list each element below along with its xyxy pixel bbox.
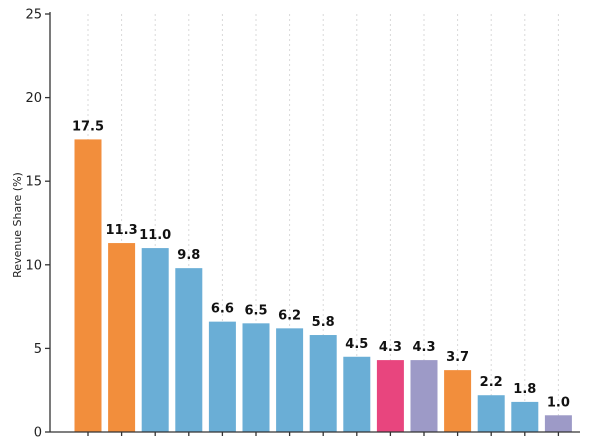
y-tick-label: 15 xyxy=(25,175,42,190)
bar xyxy=(242,323,270,432)
bar xyxy=(477,395,505,432)
bar xyxy=(511,401,539,432)
bar xyxy=(74,139,102,432)
bar-value-label: 4.5 xyxy=(345,337,368,352)
y-tick-label: 5 xyxy=(34,342,42,357)
bar-value-label: 1.0 xyxy=(547,395,570,410)
bar-value-label: 3.7 xyxy=(446,350,469,365)
bar-value-label: 6.2 xyxy=(278,308,301,323)
bar xyxy=(544,415,572,432)
bar xyxy=(175,268,203,432)
bar xyxy=(108,243,136,432)
bar-value-label: 17.5 xyxy=(72,119,104,134)
bar-value-label: 9.8 xyxy=(177,248,200,263)
bar-value-label: 5.8 xyxy=(312,315,335,330)
y-tick-label: 25 xyxy=(25,8,42,23)
bar-value-label: 11.0 xyxy=(139,228,171,243)
bar-value-label: 6.6 xyxy=(211,302,234,317)
bar xyxy=(309,335,337,432)
bar-value-label: 4.3 xyxy=(412,340,435,355)
bar xyxy=(141,248,169,432)
bar-value-label: 6.5 xyxy=(244,303,267,318)
bar-value-label: 11.3 xyxy=(106,223,138,238)
bar xyxy=(410,360,438,432)
y-axis-title: Revenue Share (%) xyxy=(11,172,24,278)
y-tick-label: 10 xyxy=(25,258,42,273)
bar xyxy=(343,356,371,432)
bar-value-label: 4.3 xyxy=(379,340,402,355)
y-tick-label: 0 xyxy=(34,426,42,439)
bar-value-labels: 17.5 11.3 11.0 9.8 6.6 6.5 6.2 5.8 4.5 4.3 4.3 3.7 2… xyxy=(72,119,570,410)
bar-value-label: 1.8 xyxy=(513,382,536,397)
bar xyxy=(208,321,236,432)
bar xyxy=(276,328,304,432)
bar xyxy=(444,370,472,432)
axes: 0 5 10 15 20 25 xyxy=(25,8,580,441)
bar-value-label: 2.2 xyxy=(480,375,503,390)
bar xyxy=(376,360,404,432)
bars xyxy=(74,139,572,432)
y-tick-label: 20 xyxy=(25,91,42,106)
